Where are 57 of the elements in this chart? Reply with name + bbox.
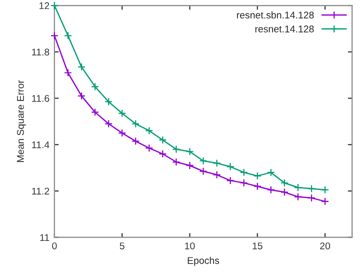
point xyxy=(294,192,302,201)
point xyxy=(240,168,248,176)
y-tick-label: 11.6 xyxy=(32,94,50,102)
point xyxy=(64,68,72,77)
x-tick-label: 0 xyxy=(52,242,57,250)
y-tick-label: 11.2 xyxy=(32,188,50,195)
x-tick-label: 20 xyxy=(320,242,330,250)
point xyxy=(158,136,167,144)
y-tick-label: 11.4 xyxy=(32,141,50,148)
y-tick-label: 11.8 xyxy=(32,48,50,56)
y-tick-label: 12 xyxy=(40,2,50,10)
point xyxy=(280,178,288,187)
point xyxy=(172,158,180,166)
y-tick-label: 11 xyxy=(40,234,50,241)
point xyxy=(266,186,275,194)
point xyxy=(132,137,140,146)
point xyxy=(253,172,262,180)
point xyxy=(266,168,275,176)
point xyxy=(253,182,262,190)
x-tick-label: 5 xyxy=(120,242,124,250)
y-axis-title: Mean Square Error xyxy=(17,80,26,162)
point xyxy=(145,126,154,135)
point xyxy=(77,92,86,100)
point xyxy=(212,170,221,179)
point xyxy=(91,108,100,116)
point xyxy=(226,162,234,171)
point xyxy=(104,120,113,128)
point xyxy=(294,183,302,192)
point xyxy=(186,148,194,156)
point xyxy=(307,194,316,202)
point xyxy=(199,156,208,165)
point xyxy=(118,129,126,138)
point xyxy=(50,32,58,40)
point xyxy=(77,62,86,71)
point xyxy=(321,186,330,194)
legend-label: resnet.sbn.14.128 xyxy=(237,11,314,18)
point xyxy=(307,184,316,193)
x-tick-label: 10 xyxy=(185,242,195,250)
point xyxy=(212,159,221,168)
point xyxy=(321,197,330,206)
point xyxy=(118,109,126,118)
point xyxy=(186,161,194,170)
x-axis-title: Epochs xyxy=(188,256,220,266)
point xyxy=(132,120,140,128)
point xyxy=(240,178,248,187)
legend-label: resnet.14.128 xyxy=(255,26,314,32)
point xyxy=(104,98,113,106)
point xyxy=(226,176,234,185)
point xyxy=(50,1,58,10)
point xyxy=(199,167,208,176)
point xyxy=(145,144,154,152)
point xyxy=(64,32,72,40)
x-tick-label: 15 xyxy=(252,242,262,250)
point xyxy=(158,150,167,158)
point xyxy=(91,82,100,91)
point xyxy=(280,188,288,196)
point xyxy=(172,145,180,154)
